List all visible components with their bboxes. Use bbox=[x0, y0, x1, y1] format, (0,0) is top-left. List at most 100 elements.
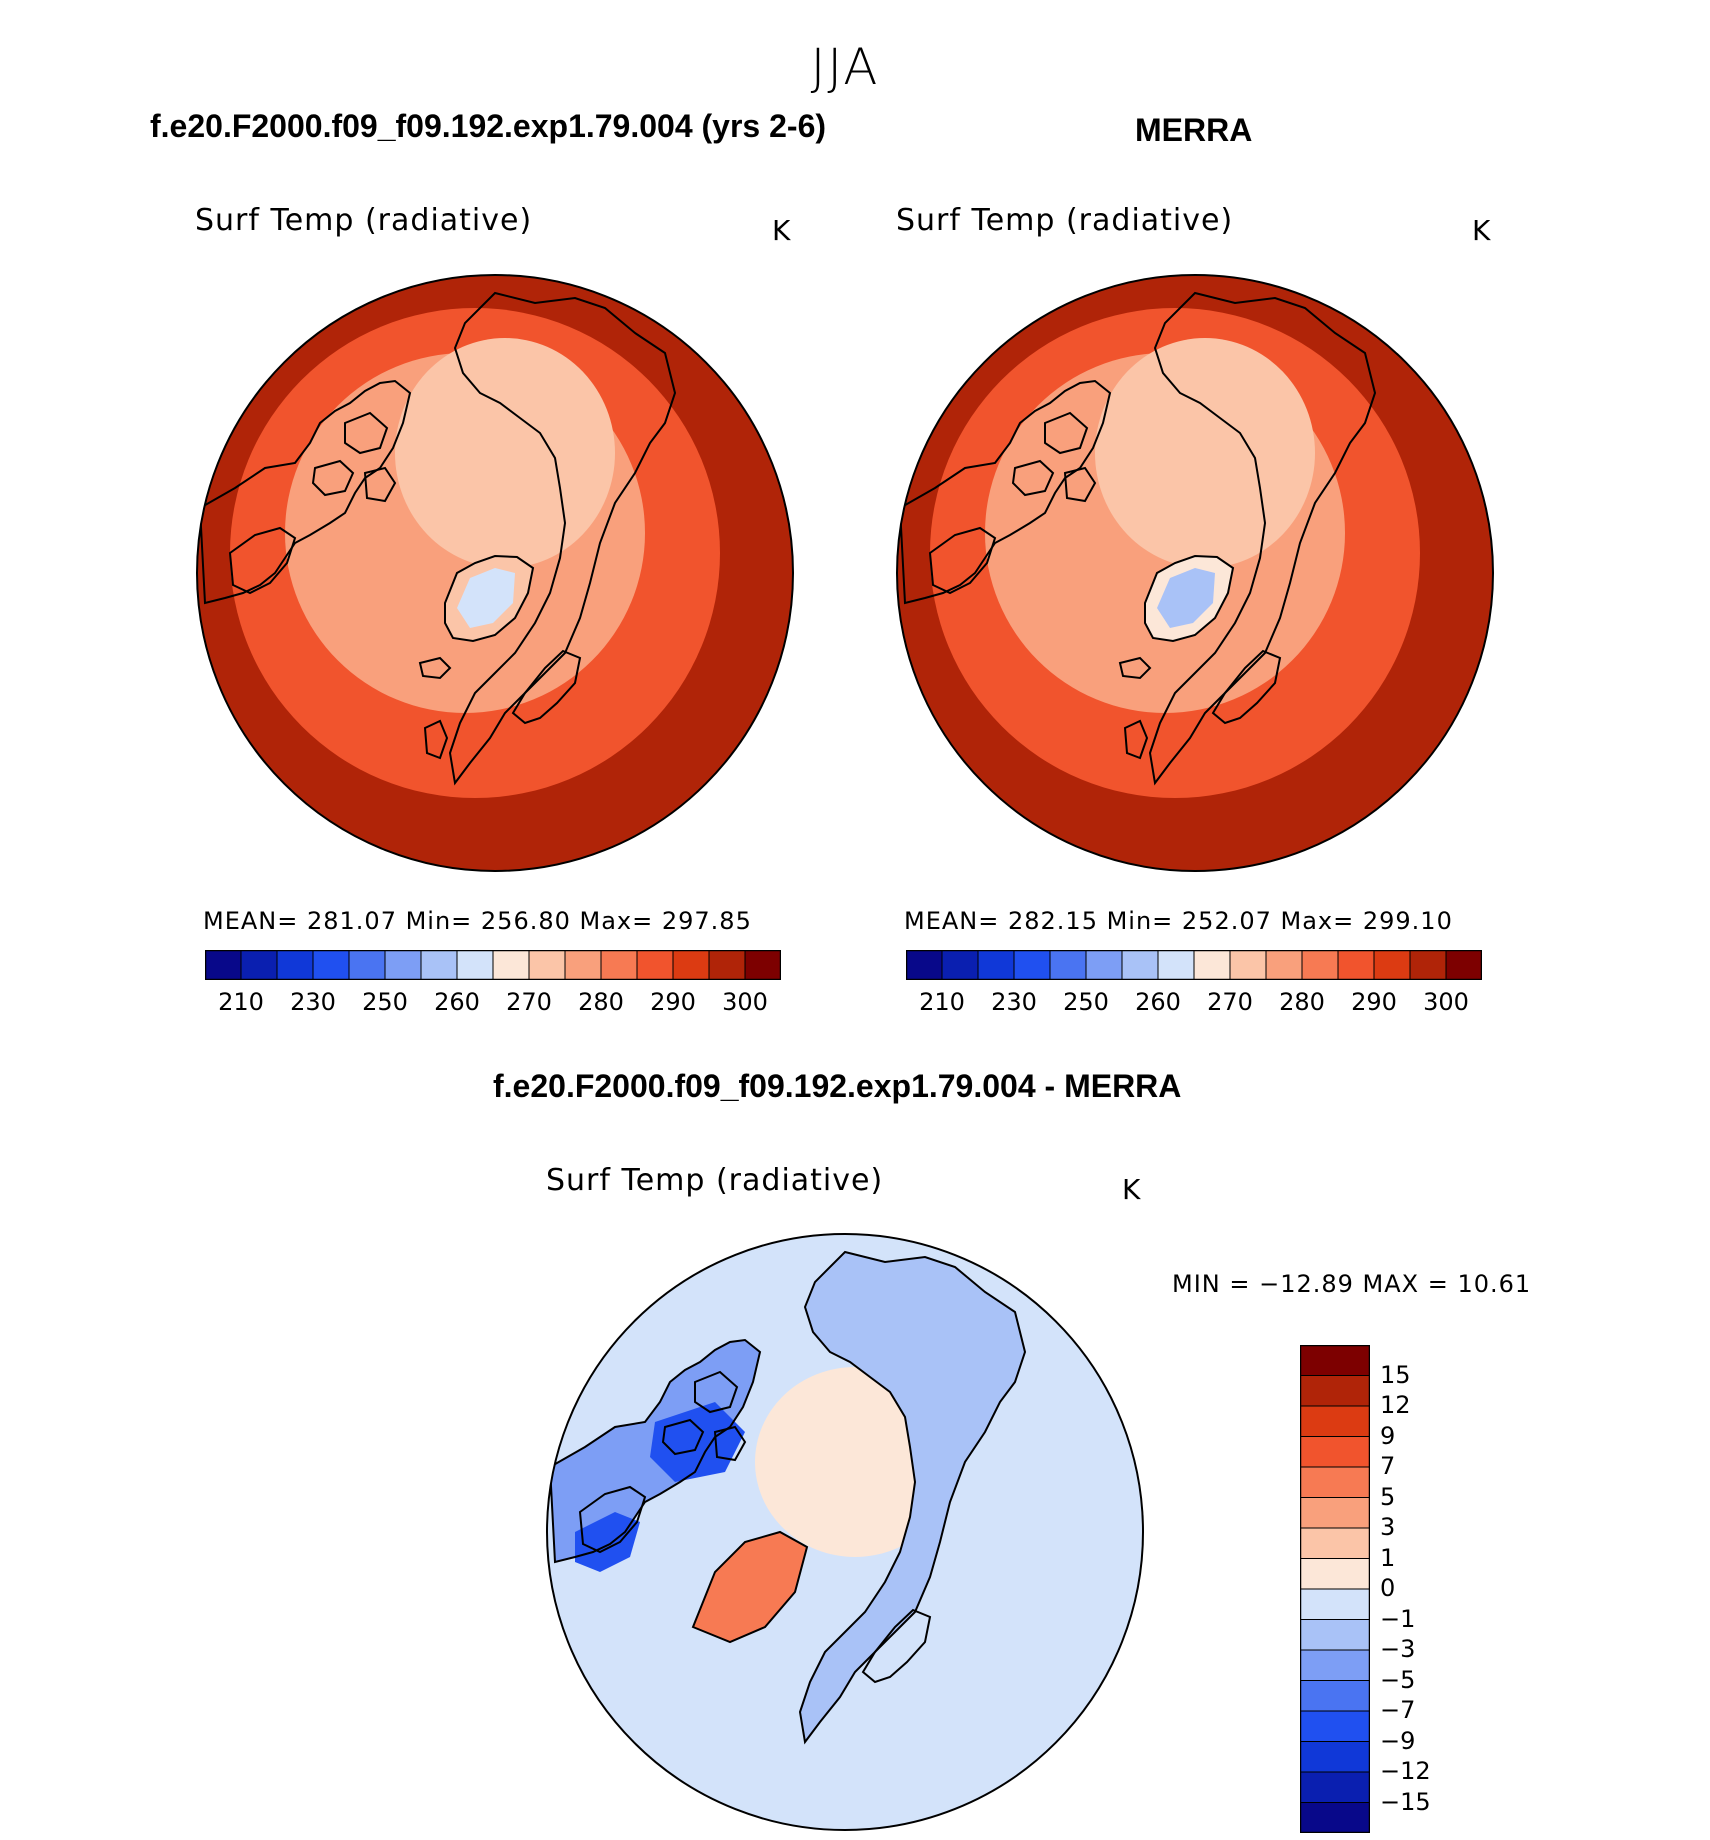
colorbar-swatch bbox=[708, 950, 746, 980]
diff-case-title: f.e20.F2000.f09_f09.192.exp1.79.004 - ME… bbox=[493, 1068, 1182, 1104]
map-field bbox=[197, 275, 793, 871]
colorbar-swatch bbox=[348, 950, 386, 980]
colorbar-swatch bbox=[1049, 950, 1087, 980]
colorbar-tick-label: 210 bbox=[919, 988, 965, 1016]
left-case-title: f.e20.F2000.f09_f09.192.exp1.79.004 (yrs… bbox=[150, 108, 827, 144]
colorbar-swatch bbox=[1300, 1527, 1370, 1559]
colorbar-frame bbox=[1300, 1345, 1370, 1833]
diff-colorbar bbox=[1300, 1345, 1370, 1833]
colorbar-swatch bbox=[1300, 1497, 1370, 1529]
colorbar-swatch bbox=[906, 950, 943, 980]
coastline-5 bbox=[661, 1370, 747, 1462]
colorbar-swatch bbox=[492, 950, 530, 980]
colorbar-tick-label: 210 bbox=[218, 988, 264, 1016]
coastline-4 bbox=[1211, 649, 1282, 725]
greenland-diff-field bbox=[693, 1532, 807, 1642]
colorbar-swatch bbox=[1013, 950, 1051, 980]
colorbar-swatch bbox=[528, 950, 566, 980]
colorbar-swatch bbox=[1300, 1649, 1370, 1681]
eurasia-diff-field bbox=[800, 1252, 1025, 1742]
colorbar-tick-label: −9 bbox=[1380, 1726, 1416, 1755]
colorbar-tick-label: 3 bbox=[1380, 1513, 1396, 1541]
coastline-1 bbox=[198, 379, 412, 605]
coastline-4 bbox=[861, 1608, 932, 1684]
colorbar-tick-label: 230 bbox=[290, 988, 336, 1016]
colorbar-swatch bbox=[1121, 950, 1159, 980]
diff-stats: MIN = −12.89 MAX = 10.61 bbox=[1172, 1270, 1532, 1298]
colorbar-swatch bbox=[1300, 1345, 1370, 1376]
colorbar-tick-label: 12 bbox=[1380, 1391, 1411, 1419]
colorbar-swatch bbox=[744, 950, 781, 980]
colorbar-swatch bbox=[600, 950, 638, 980]
colorbar-swatch bbox=[420, 950, 458, 980]
colorbar-swatch bbox=[240, 950, 278, 980]
coastline-2 bbox=[928, 526, 997, 595]
left-stats: MEAN= 281.07 Min= 256.80 Max= 297.85 bbox=[203, 907, 752, 935]
colorbar-swatch bbox=[1300, 1405, 1370, 1437]
coastline-6 bbox=[1118, 656, 1152, 680]
colorbar-swatch bbox=[1265, 950, 1303, 980]
colorbar-tick-label: −7 bbox=[1380, 1696, 1416, 1724]
colorbar-swatch bbox=[1301, 950, 1339, 980]
colorbar-swatch bbox=[1229, 950, 1267, 980]
colorbar-tick-label: 290 bbox=[650, 988, 696, 1016]
colorbar-tick-label: 260 bbox=[1135, 988, 1181, 1016]
colorbar-swatch bbox=[1300, 1680, 1370, 1712]
colorbar-tick-label: 7 bbox=[1380, 1452, 1396, 1480]
colorbar-swatch bbox=[672, 950, 710, 980]
colorbar-tick-label: −3 bbox=[1380, 1635, 1416, 1663]
colorbar-tick-label: 260 bbox=[434, 988, 480, 1016]
coastline-6 bbox=[418, 656, 452, 680]
colorbar-tick-label: 15 bbox=[1380, 1360, 1411, 1389]
coastline-5 bbox=[311, 411, 397, 503]
colorbar-tick-label: 250 bbox=[1063, 988, 1109, 1016]
colorbar-tick-label: 280 bbox=[578, 988, 624, 1016]
colorbar-tick-label: 5 bbox=[1380, 1482, 1396, 1511]
coastline-2 bbox=[578, 1485, 647, 1554]
coastline-0 bbox=[444, 554, 535, 643]
diff-variable-label: Surf Temp (radiative) bbox=[546, 1163, 884, 1198]
diff-units-label: K bbox=[1122, 1173, 1141, 1206]
greenland-interior-field bbox=[1157, 568, 1215, 628]
left-units-label: K bbox=[772, 214, 791, 247]
colorbar-swatch bbox=[312, 950, 350, 980]
coastline-7 bbox=[1123, 719, 1149, 760]
colorbar-swatch bbox=[1337, 950, 1375, 980]
colorbar-swatch bbox=[1300, 1436, 1370, 1468]
colorbar-swatch bbox=[384, 950, 422, 980]
colorbar-swatch bbox=[1300, 1588, 1370, 1620]
colorbar-tick-label: 290 bbox=[1351, 988, 1397, 1016]
coastline-0 bbox=[691, 1530, 809, 1644]
colorbar-swatch bbox=[1373, 950, 1411, 980]
colorbar-frame bbox=[906, 950, 1482, 980]
coastline-5 bbox=[1011, 411, 1097, 503]
colorbar-swatch bbox=[941, 950, 979, 980]
coastline-1 bbox=[548, 1338, 762, 1564]
coastline-0 bbox=[1144, 554, 1235, 643]
colorbar-swatch bbox=[1300, 1802, 1370, 1833]
colorbar-swatch bbox=[564, 950, 602, 980]
right-colorbar-ticks: 210 230 250 260 270 280 290 300 bbox=[906, 988, 1482, 1018]
coastline-7 bbox=[423, 719, 449, 760]
colorbar-tick-label: 9 bbox=[1380, 1421, 1396, 1450]
left-polar-map bbox=[196, 274, 794, 872]
colorbar-tick-label: 280 bbox=[1279, 988, 1325, 1016]
colorbar-swatch bbox=[276, 950, 314, 980]
colorbar-tick-label: 270 bbox=[1207, 988, 1253, 1016]
map-field bbox=[547, 1234, 1143, 1830]
colorbar-tick-label: 0 bbox=[1380, 1574, 1396, 1602]
colorbar-swatch bbox=[1300, 1619, 1370, 1651]
colorbar-swatch bbox=[1193, 950, 1231, 980]
left-colorbar bbox=[205, 950, 781, 980]
map-boundary bbox=[896, 274, 1494, 872]
diff-polar-map bbox=[546, 1233, 1144, 1831]
hudson-diff-field bbox=[575, 1512, 640, 1572]
colorbar-tick-label: −5 bbox=[1380, 1665, 1416, 1694]
right-polar-map bbox=[896, 274, 1494, 872]
colorbar-frame bbox=[205, 950, 781, 980]
coastline-1 bbox=[898, 379, 1112, 605]
colorbar-swatch bbox=[636, 950, 674, 980]
colorbar-swatch bbox=[1300, 1466, 1370, 1498]
arctic-ocean-field bbox=[395, 338, 615, 568]
colorbar-tick-label: −12 bbox=[1380, 1757, 1431, 1785]
